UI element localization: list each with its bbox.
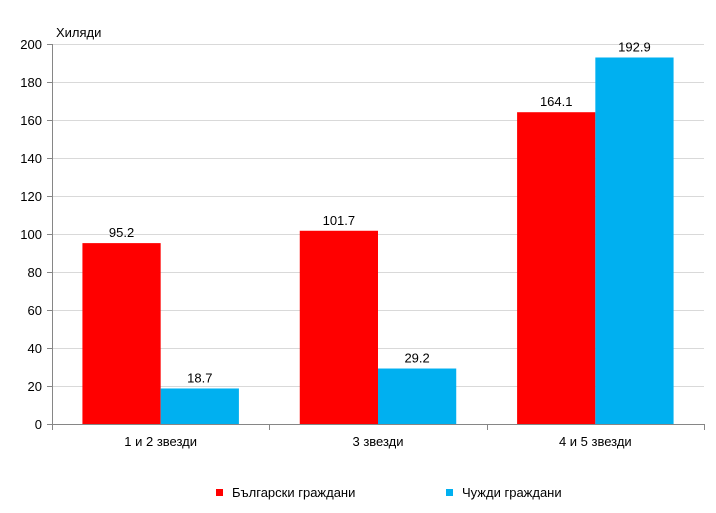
data-label: 29.2 [404, 351, 429, 366]
legend: Български граждани Чужди граждани [216, 485, 562, 500]
legend-swatch [446, 489, 453, 496]
y-tick-label: 80 [28, 265, 42, 280]
y-tick-label: 200 [20, 37, 42, 52]
y-tick-label: 180 [20, 75, 42, 90]
bar [82, 243, 161, 424]
legend-swatch [216, 489, 223, 496]
y-axis-label: Хиляди [56, 25, 101, 40]
bar [299, 230, 378, 424]
bar [517, 112, 596, 425]
bars: 95.2 18.7 101.7 29.2 164.1 192.9 [82, 39, 674, 425]
data-label: 95.2 [109, 225, 134, 240]
x-tick-label: 4 и 5 звезди [559, 434, 632, 449]
x-tick-label: 1 и 2 звезди [124, 434, 197, 449]
y-tick-label: 20 [28, 379, 42, 394]
y-tick-label: 160 [20, 113, 42, 128]
legend-label: Български граждани [232, 485, 355, 500]
bar [595, 57, 674, 425]
y-tick-label: 0 [35, 417, 42, 432]
x-tick-label: 3 звезди [352, 434, 403, 449]
data-label: 101.7 [323, 213, 356, 228]
y-tick-label: 140 [20, 151, 42, 166]
y-axis: 0 20 40 60 80 100 120 140 160 180 200 [20, 37, 53, 432]
y-tick-label: 100 [20, 227, 42, 242]
legend-label: Чужди граждани [462, 485, 562, 500]
y-tick-label: 60 [28, 303, 42, 318]
x-axis: 1 и 2 звезди 3 звезди 4 и 5 звезди [52, 424, 705, 449]
y-tick-label: 120 [20, 189, 42, 204]
bar [378, 368, 457, 424]
data-label: 18.7 [187, 370, 212, 385]
y-tick-label: 40 [28, 341, 42, 356]
bar [160, 388, 239, 424]
data-label: 164.1 [540, 94, 573, 109]
data-label: 192.9 [618, 39, 651, 54]
